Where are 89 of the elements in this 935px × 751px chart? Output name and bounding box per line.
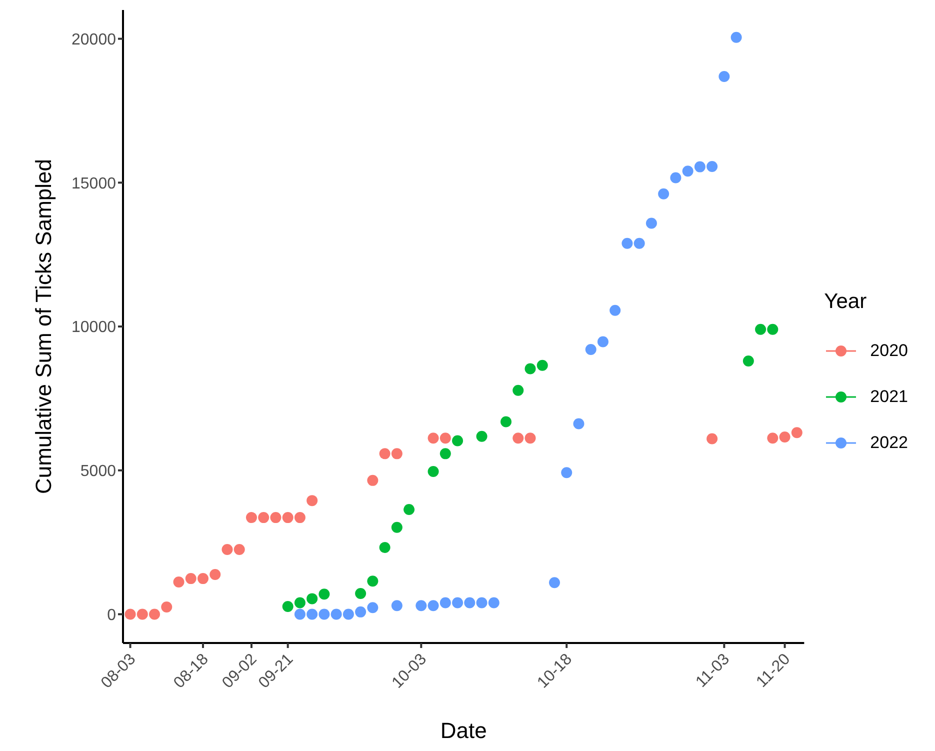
point [597, 336, 608, 348]
point [282, 512, 294, 524]
point [342, 608, 354, 620]
point [622, 238, 633, 249]
point [294, 512, 306, 524]
point [706, 161, 718, 172]
point [367, 576, 378, 587]
point [670, 172, 682, 184]
point [682, 166, 694, 177]
point [524, 363, 536, 374]
point [391, 522, 402, 533]
point [767, 432, 778, 444]
point [779, 431, 790, 442]
point [428, 600, 439, 612]
y-tick-label: 20000 [72, 31, 116, 48]
point [610, 304, 621, 316]
legend-title: Year [824, 290, 868, 314]
point [440, 597, 451, 608]
point [124, 608, 136, 620]
legend-label: 2021 [870, 387, 908, 407]
point [452, 435, 464, 446]
point [391, 600, 402, 612]
point [658, 188, 670, 200]
point [391, 448, 402, 460]
point [573, 418, 584, 430]
point [367, 474, 378, 486]
legend-label: 2020 [870, 341, 908, 361]
point [210, 569, 221, 580]
point [548, 577, 560, 588]
point [282, 600, 294, 612]
point [512, 432, 524, 444]
y-tick-label: 10000 [72, 319, 116, 336]
x-axis-title: Date [440, 718, 487, 743]
point [536, 360, 548, 371]
point [355, 606, 366, 618]
point [306, 495, 318, 506]
point [270, 512, 282, 524]
y-tick-label: 15000 [72, 175, 116, 192]
point [500, 416, 512, 428]
point [730, 32, 742, 43]
point [173, 576, 184, 588]
point [379, 542, 390, 553]
point [524, 432, 536, 444]
point [476, 430, 488, 442]
point [318, 608, 330, 620]
point [767, 324, 778, 335]
point [355, 588, 366, 600]
point [379, 448, 390, 460]
point [136, 608, 148, 620]
point [234, 544, 245, 555]
y-tick-label: 5000 [80, 463, 116, 480]
point [561, 467, 572, 478]
y-tick-label: 0 [107, 606, 116, 624]
point [452, 597, 464, 608]
point [718, 70, 730, 82]
point [294, 608, 306, 620]
point [149, 608, 160, 620]
point [161, 602, 172, 613]
point [197, 573, 208, 584]
point [428, 466, 439, 478]
point [222, 544, 233, 555]
point [404, 504, 415, 515]
legend-label: 2022 [870, 433, 908, 453]
point [318, 588, 330, 600]
point [791, 427, 802, 438]
point [585, 344, 596, 356]
point [185, 573, 196, 584]
point [440, 432, 451, 444]
point [742, 356, 754, 367]
point [476, 597, 488, 608]
point [258, 512, 270, 524]
point [646, 218, 657, 229]
point [694, 161, 706, 172]
point [246, 512, 257, 524]
point [488, 597, 500, 608]
point [306, 608, 318, 620]
point [367, 602, 378, 614]
point [294, 597, 306, 608]
point [512, 384, 524, 396]
point [416, 600, 427, 612]
point [634, 238, 645, 249]
y-axis-title: Cumulative Sum of Ticks Sampled [30, 158, 56, 494]
point [330, 608, 342, 620]
point [464, 597, 476, 608]
point [428, 432, 439, 444]
point [440, 448, 451, 460]
point [306, 593, 318, 604]
point [755, 324, 766, 335]
point [706, 433, 718, 444]
